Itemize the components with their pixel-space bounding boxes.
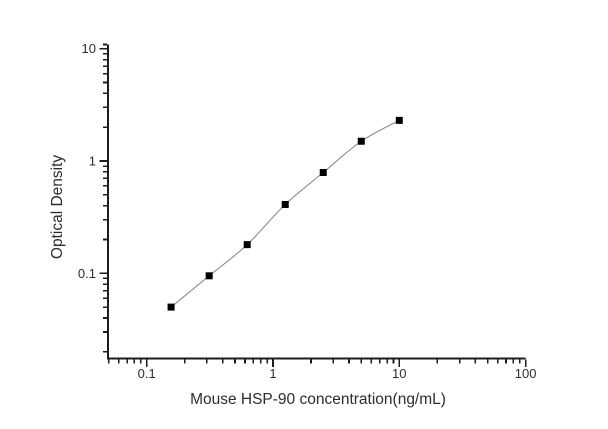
data-point-marker: [281, 200, 289, 208]
y-tick-label: 10: [82, 41, 96, 56]
y-axis-title: Optical Density: [49, 155, 66, 259]
curve-layer: [170, 119, 400, 308]
axes-layer: [99, 43, 527, 367]
axis-lines: [107, 44, 526, 360]
x-tick-label: 0.1: [138, 366, 156, 381]
y-tick-label: 0.1: [78, 266, 96, 281]
data-point-marker: [395, 116, 403, 124]
data-point-marker: [243, 241, 251, 249]
x-tick-label: 10: [392, 366, 406, 381]
x-tick-label: 100: [515, 366, 537, 381]
tick-label-layer: 0.1 1 10 100 0.1 1 10: [78, 41, 537, 381]
standard-curve-line: [170, 119, 400, 308]
x-tick-label: 1: [269, 366, 276, 381]
marker-layer: [167, 116, 403, 311]
data-point-marker: [167, 303, 175, 311]
data-point-marker: [319, 168, 327, 176]
x-axis-title: Mouse HSP-90 concentration(ng/mL): [190, 391, 446, 408]
y-tick-label: 1: [89, 153, 96, 168]
data-point-marker: [357, 137, 365, 145]
data-point-marker: [205, 272, 213, 280]
